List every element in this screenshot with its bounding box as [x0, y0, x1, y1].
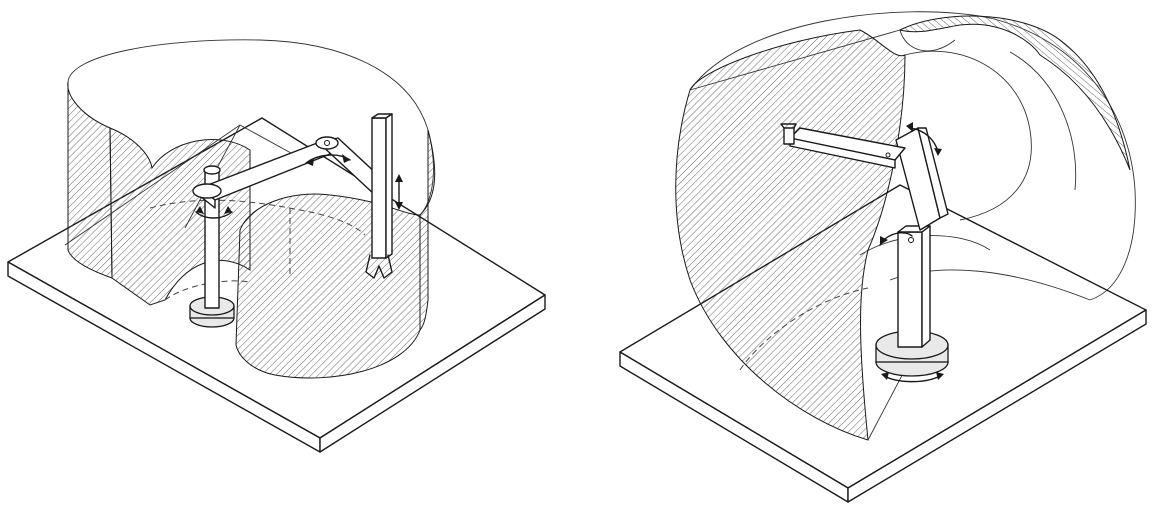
scara-envelope-left-wall: [67, 81, 113, 279]
articulated-envelope-hatched-top: [898, 15, 1131, 171]
scara-envelope-right-wall: [419, 129, 436, 332]
articulated-hidden-edge: [739, 287, 869, 371]
articulated-envelope-inner-arc-1: [904, 50, 1032, 221]
articulated-forearm: [780, 123, 906, 169]
articulated-panel: [619, 11, 1147, 503]
articulated-upper-arm: [895, 127, 949, 231]
articulated-motion-arrows: [879, 122, 944, 383]
articulated-envelope-hatched-section: [675, 29, 906, 441]
scara-vertical-axis: [365, 113, 393, 279]
scara-panel: [7, 39, 546, 453]
scara-motion-arrows: [195, 154, 403, 219]
articulated-envelope-inner-arc-2: [1009, 51, 1077, 191]
scara-inner-arm: [192, 139, 341, 209]
articulated-column: [875, 225, 949, 377]
